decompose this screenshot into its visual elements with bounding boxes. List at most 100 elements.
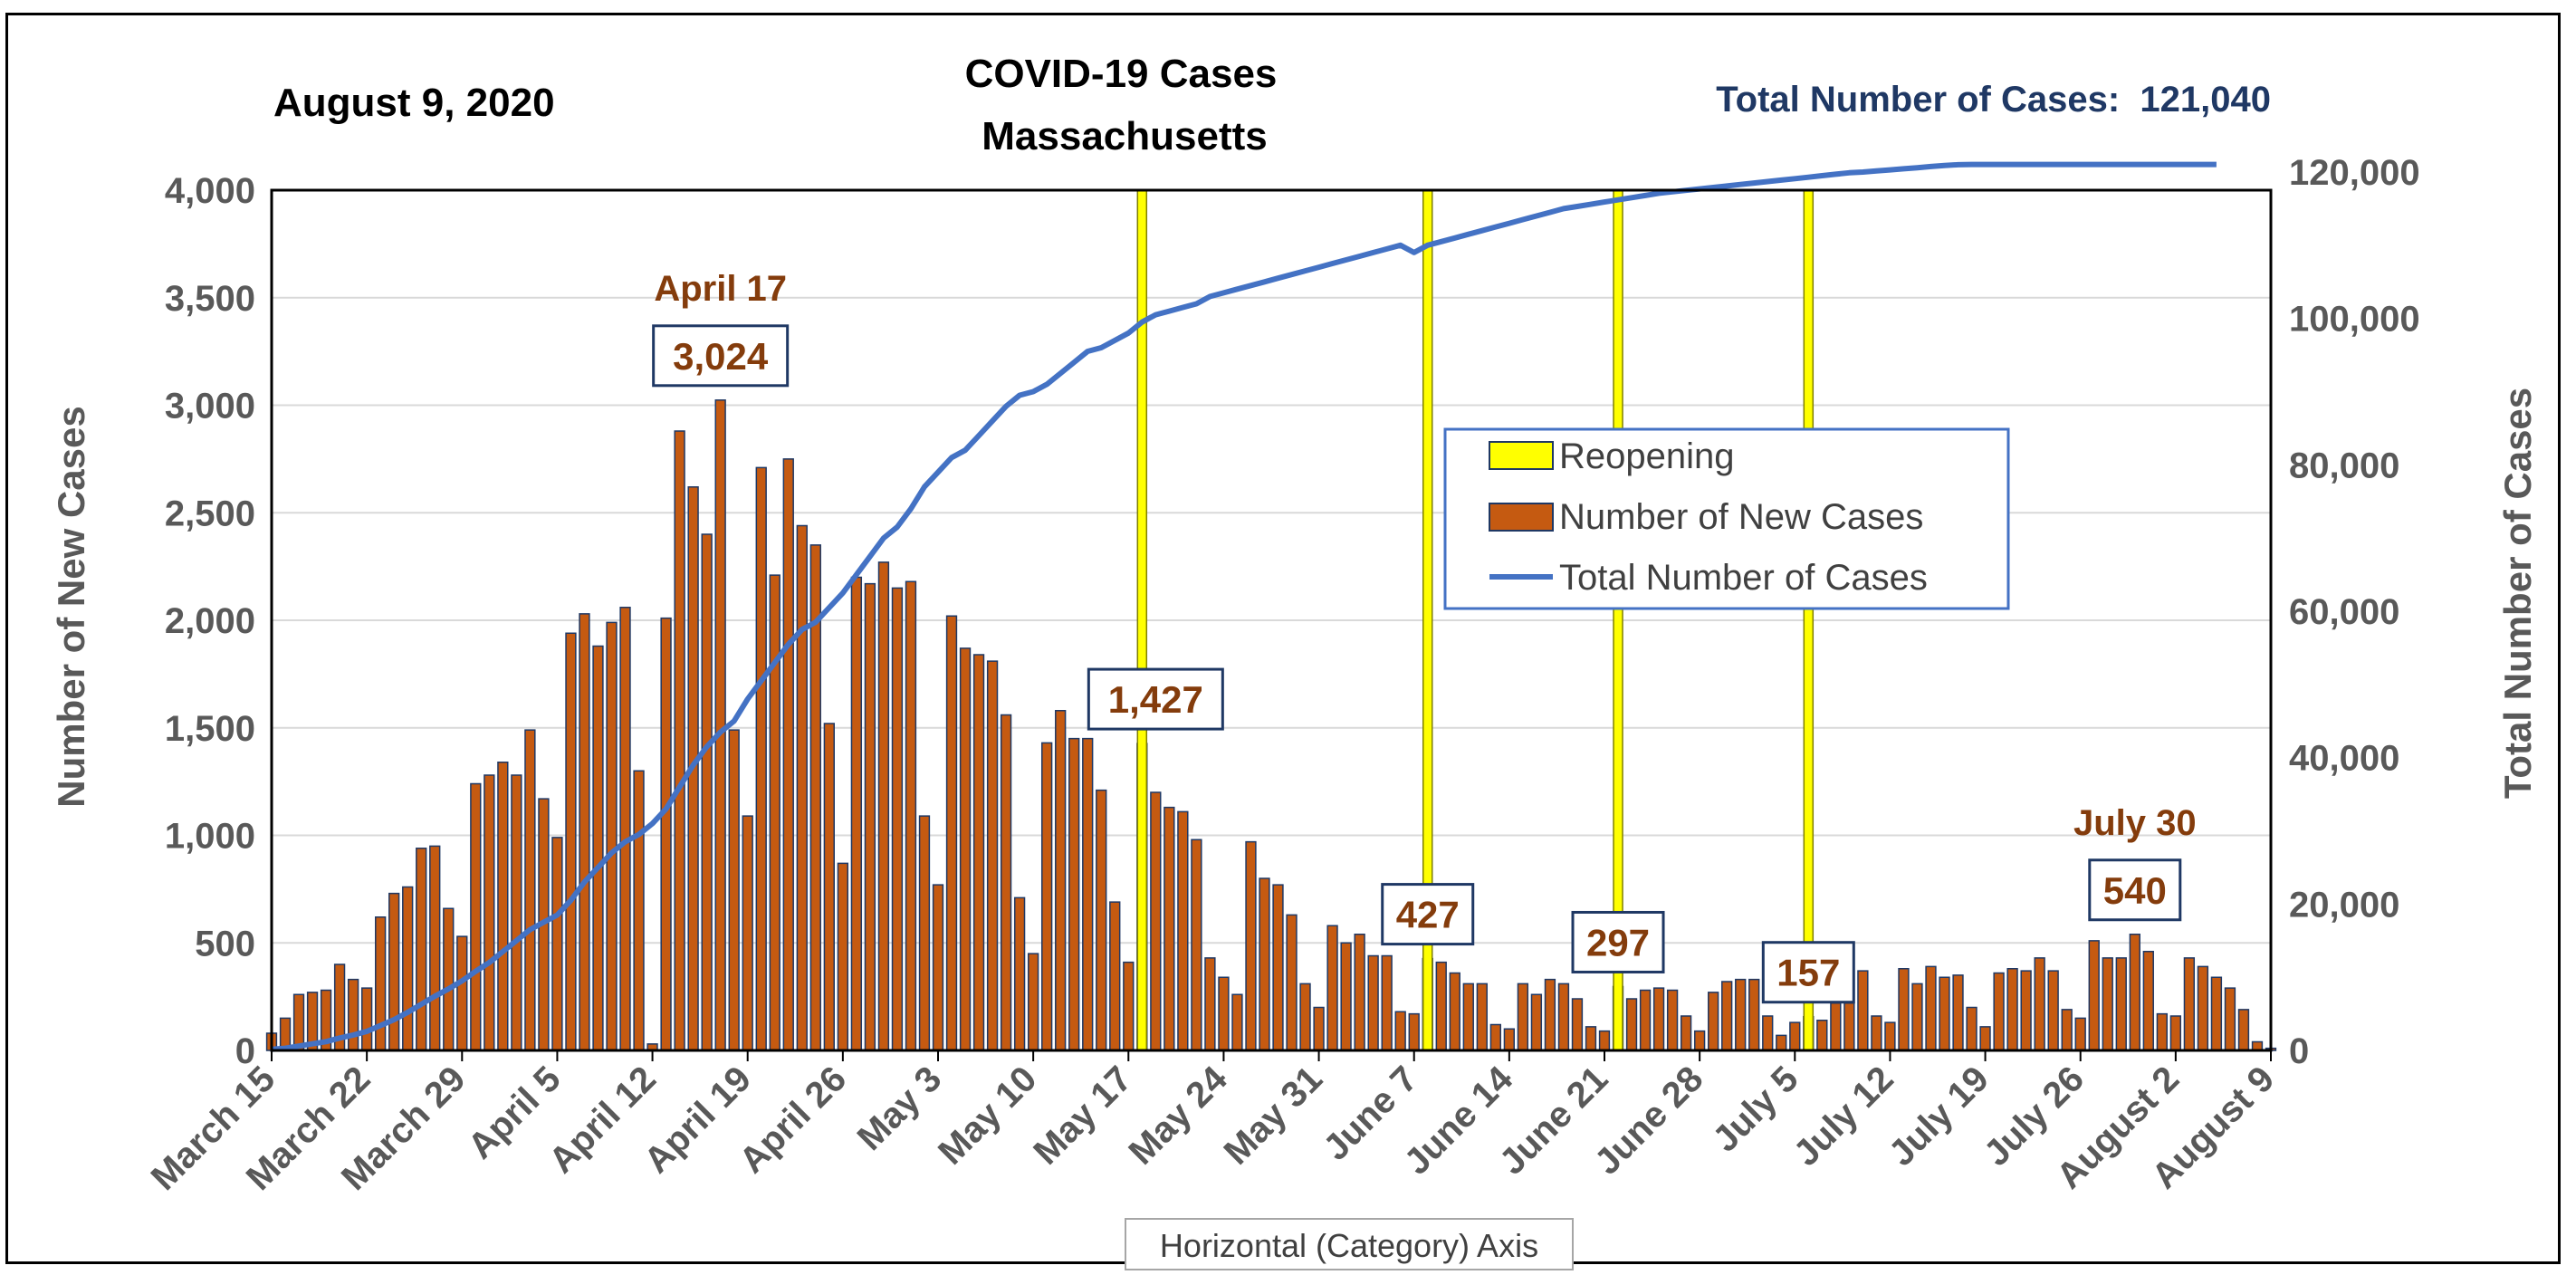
bar	[388, 892, 400, 1051]
bar	[1164, 806, 1175, 1051]
legend-label-total-cases: Total Number of Cases	[1559, 558, 1928, 598]
bar	[579, 613, 590, 1051]
y-tick-left-label: 2,000	[165, 601, 255, 641]
annotation-box	[1381, 883, 1475, 946]
bar	[1939, 976, 1950, 1051]
bar	[850, 576, 863, 1051]
bar	[1762, 1015, 1774, 1051]
y-tick-left-label: 3,500	[165, 279, 255, 319]
x-axis-tooltip-text: Horizontal (Category) Axis	[1160, 1227, 1538, 1264]
bar	[1449, 972, 1460, 1051]
bar	[1871, 1015, 1882, 1051]
bar	[1544, 978, 1556, 1051]
bar	[959, 647, 972, 1051]
x-axis-tooltip-box	[1125, 1218, 1574, 1270]
y-tick-right-label: 40,000	[2289, 739, 2399, 779]
bar	[1652, 987, 1665, 1051]
bar	[1489, 1023, 1501, 1051]
bar	[1585, 1026, 1597, 1051]
bar	[2020, 970, 2032, 1051]
bar	[416, 848, 427, 1051]
bar	[1013, 896, 1026, 1051]
legend-swatch-reopening	[1489, 441, 1554, 470]
bar	[701, 533, 713, 1051]
y-tick-left-label: 1,000	[165, 817, 255, 857]
bar	[796, 524, 808, 1051]
bar	[1708, 992, 1719, 1051]
reopening-line-3	[1803, 189, 1815, 1051]
x-tick-label: May 10	[931, 1059, 1044, 1172]
annotation-box	[652, 324, 790, 388]
y-tick-right-label: 20,000	[2289, 885, 2399, 925]
annotation-box	[1761, 941, 1855, 1004]
annotation-label: 297	[1586, 921, 1650, 963]
bar	[1884, 1021, 1896, 1051]
bar	[2169, 1015, 2182, 1051]
annotations: April 17 3,024 1,427 427 297 157 July 30 540	[652, 269, 2197, 1004]
bar	[660, 617, 672, 1051]
bar	[1979, 1026, 1991, 1051]
bar	[1462, 983, 1474, 1051]
y-axis-left-title: Number of New Cases	[50, 406, 92, 807]
x-tick-label: July 19	[1882, 1059, 1997, 1174]
annotation-label: 427	[1396, 894, 1460, 936]
bar	[470, 782, 482, 1051]
bar	[1027, 953, 1039, 1051]
y-axis-right-ticks: 0 20,000 40,000 60,000 80,000 100,000 120,000	[2289, 153, 2420, 1071]
bar	[1435, 961, 1447, 1051]
bar	[402, 886, 414, 1051]
bar	[1096, 789, 1107, 1051]
bar	[972, 654, 985, 1051]
y-axis-left-ticks: 0 500 1,000 1,500 2,000 2,500 3,000 3,500 4,000	[165, 171, 255, 1071]
annotation-box	[1087, 667, 1224, 731]
bar	[2197, 965, 2209, 1051]
annotation-heading: July 30	[2073, 803, 2197, 843]
bar	[1245, 840, 1257, 1051]
bar	[1857, 970, 1869, 1051]
legend-label-reopening: Reopening	[1559, 436, 1735, 476]
bar	[1191, 839, 1202, 1051]
axes	[270, 188, 2273, 1052]
bar	[1231, 993, 1243, 1051]
y-axis-right-title: Total Number of Cases	[2496, 388, 2539, 799]
bar	[1326, 925, 1338, 1051]
bar	[1259, 877, 1270, 1051]
bar	[606, 621, 618, 1051]
bar	[633, 770, 645, 1051]
bar	[1625, 998, 1638, 1051]
x-tick-label: April 26	[732, 1059, 854, 1181]
bar	[347, 978, 359, 1051]
bar	[1123, 961, 1135, 1051]
bar	[1367, 954, 1379, 1051]
bar	[837, 862, 849, 1051]
bar	[728, 729, 740, 1051]
bar	[2061, 1009, 2073, 1051]
bar	[1354, 934, 1365, 1051]
bar	[1150, 791, 1162, 1051]
bar	[2142, 951, 2154, 1051]
bar	[742, 815, 753, 1051]
bar	[1911, 983, 1923, 1051]
bar	[1476, 983, 1488, 1051]
bar	[864, 582, 876, 1051]
bar	[1313, 1006, 1325, 1051]
bar	[2156, 1012, 2168, 1051]
annotation-label: 3,024	[673, 335, 769, 378]
bar	[592, 645, 604, 1051]
bar	[1517, 983, 1529, 1051]
bar	[1789, 1021, 1801, 1051]
bar	[905, 580, 917, 1051]
bar	[714, 399, 726, 1051]
bar	[1748, 978, 1760, 1051]
x-tick-label: May 17	[1026, 1059, 1139, 1172]
bar	[456, 935, 468, 1051]
y-tick-left-label: 2,500	[165, 494, 255, 533]
plot-area-border	[270, 188, 2273, 1052]
y-tick-left-label: 500	[195, 924, 255, 963]
bar	[891, 587, 904, 1051]
bar	[1408, 1012, 1420, 1051]
bar	[565, 632, 577, 1051]
bar	[1598, 1030, 1611, 1051]
bar	[1666, 989, 1679, 1051]
